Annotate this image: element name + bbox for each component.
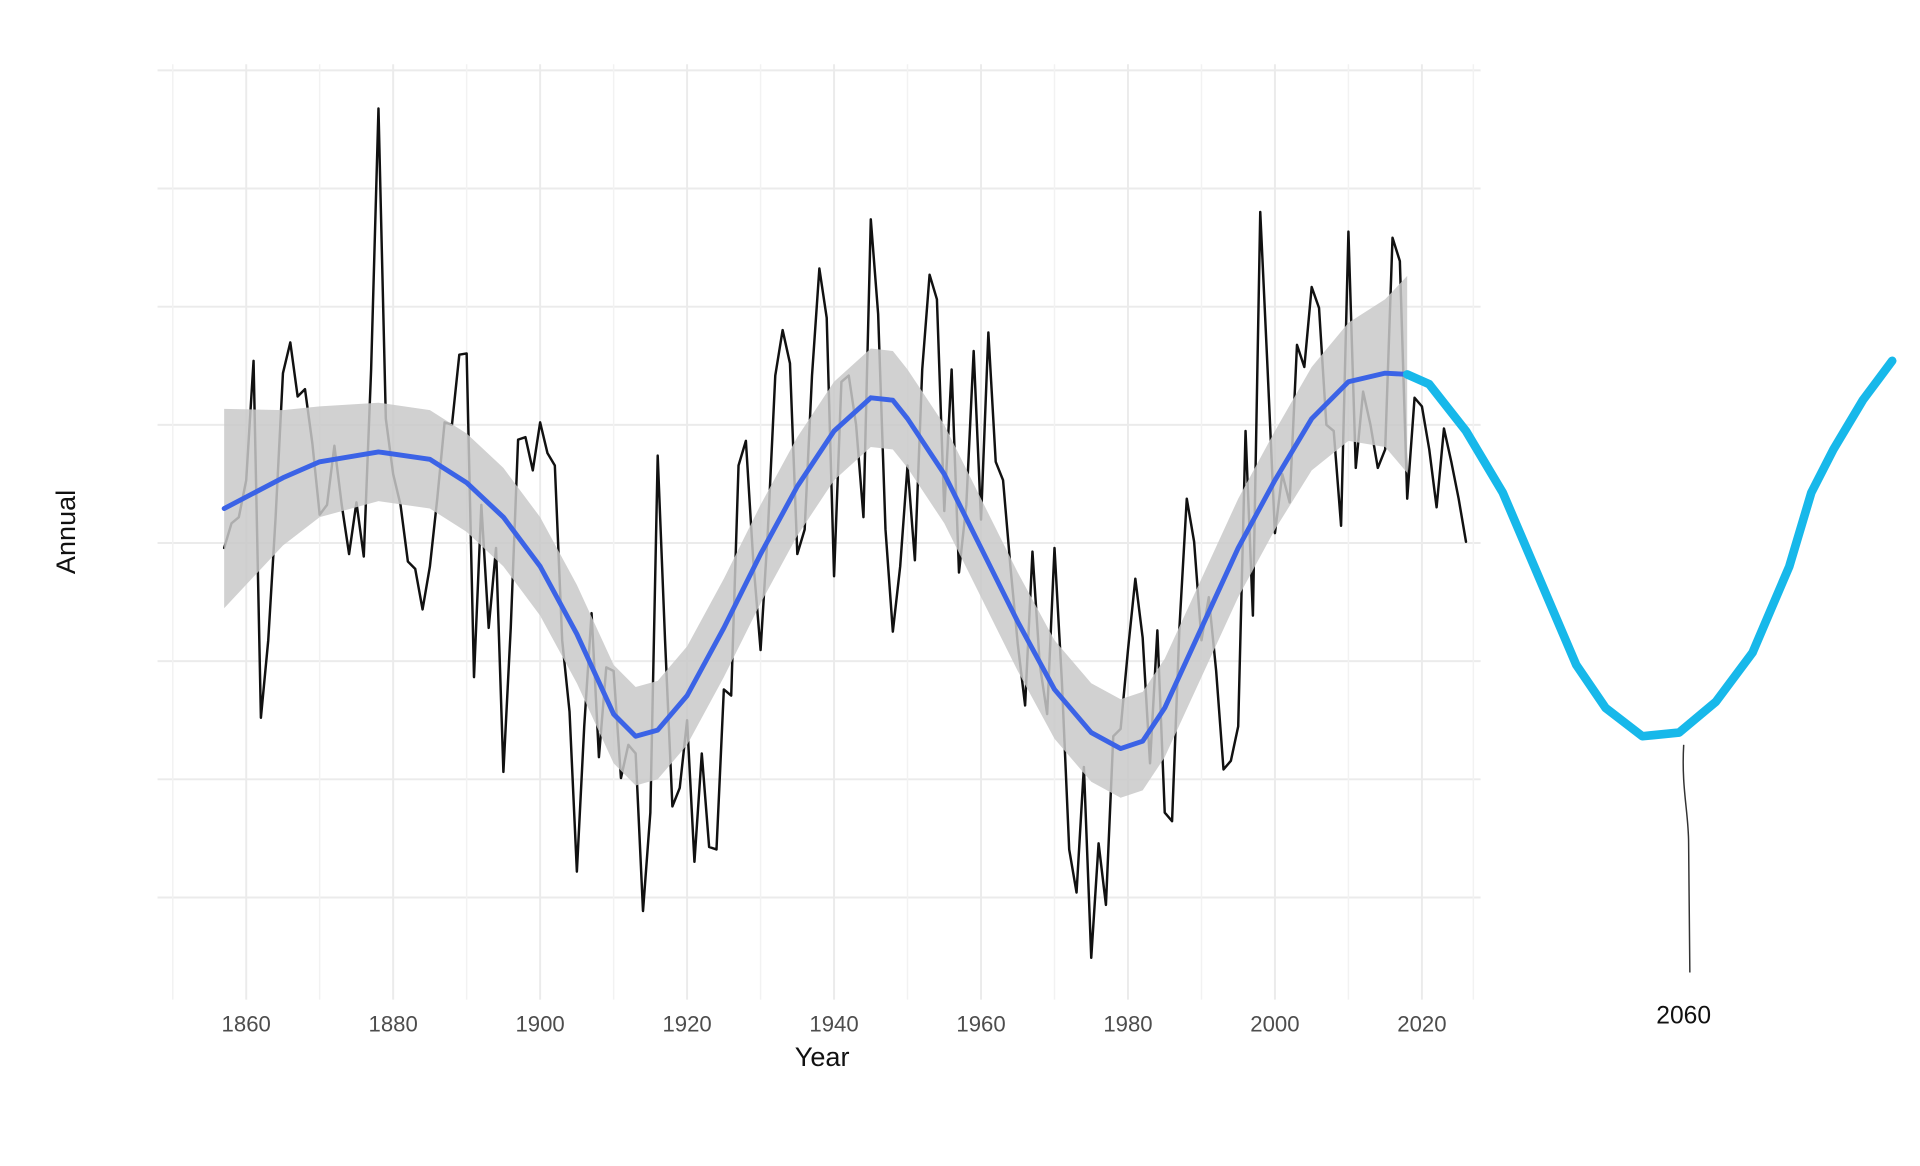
series-line [222, 107, 1468, 960]
x-tick-label: 1940 [809, 1011, 858, 1036]
x-tick-label: 1980 [1103, 1011, 1152, 1036]
x-tick-label: 1900 [515, 1011, 564, 1036]
x-tick-label: 1920 [662, 1011, 711, 1036]
x-tick-label: 1960 [956, 1011, 1005, 1036]
series-line [1402, 356, 1897, 741]
confidence-band [224, 275, 1408, 798]
y-axis-label: Annual [50, 490, 81, 574]
series-line [221, 370, 1410, 752]
x-tick-label: 2020 [1397, 1011, 1446, 1036]
grid [157, 64, 1481, 1000]
x-axis-label: Year [795, 1041, 850, 1072]
annotation: 2060 [1656, 1002, 1711, 1029]
x-tick-label: 1860 [222, 1011, 271, 1036]
x-tick-label: 2000 [1250, 1011, 1299, 1036]
x-tick-label: 1880 [369, 1011, 418, 1036]
annotation-pointer [1682, 744, 1691, 973]
marks [221, 107, 1897, 960]
